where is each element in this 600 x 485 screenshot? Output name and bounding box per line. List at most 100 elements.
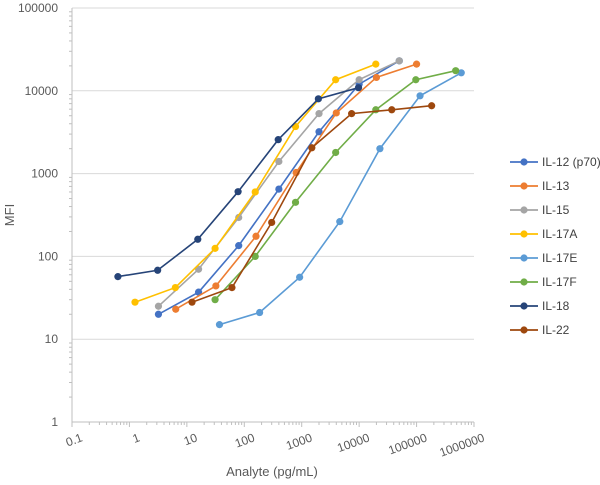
- x-tick-label: 1: [131, 430, 142, 446]
- series-line: [175, 63, 417, 310]
- data-point: [416, 92, 424, 100]
- x-tick-label: 100: [233, 430, 257, 450]
- data-point: [315, 110, 323, 118]
- legend-label: IL-22: [542, 323, 570, 337]
- data-point: [154, 266, 162, 274]
- y-tick-label: 100: [38, 249, 58, 263]
- data-point: [372, 60, 380, 68]
- data-point: [372, 73, 381, 82]
- legend-item: IL-17A: [510, 227, 577, 241]
- data-point: [355, 76, 363, 84]
- data-point: [332, 76, 340, 84]
- data-point: [275, 185, 283, 193]
- data-point: [428, 102, 436, 110]
- data-point: [275, 157, 283, 166]
- data-point: [228, 283, 236, 292]
- data-point: [251, 188, 259, 196]
- series-il-17f: [211, 67, 460, 304]
- data-point: [336, 218, 344, 226]
- series-line: [219, 72, 462, 326]
- data-point: [194, 288, 203, 296]
- legend-item: IL-12 (p70): [510, 155, 600, 169]
- x-tick-label: 1000: [284, 430, 314, 452]
- legend-swatch-marker: [520, 302, 528, 310]
- legend-swatch-marker: [520, 326, 528, 334]
- data-point: [154, 302, 163, 310]
- y-tick-label: 10000: [25, 84, 59, 98]
- data-point: [154, 310, 163, 318]
- legend-item: IL-18: [510, 299, 570, 313]
- data-point: [268, 218, 276, 227]
- series-il-13: [172, 60, 421, 313]
- legend-label: IL-18: [542, 299, 570, 313]
- legend-item: IL-17E: [510, 251, 577, 265]
- data-point: [314, 95, 322, 103]
- data-point: [315, 128, 323, 136]
- data-point: [171, 283, 179, 292]
- series-il-12-p70-: [154, 57, 403, 318]
- legend-item: IL-15: [510, 203, 570, 217]
- data-point: [388, 106, 396, 114]
- legend-swatch-marker: [520, 158, 528, 166]
- series-il-22: [188, 102, 436, 306]
- x-axis-title: Analyte (pg/mL): [226, 464, 318, 479]
- x-tick-label: 1000000: [438, 430, 487, 459]
- data-point: [412, 60, 421, 68]
- data-point: [211, 244, 219, 252]
- legend-item: IL-22: [510, 323, 570, 337]
- data-point: [348, 110, 356, 118]
- series-il-17a: [131, 60, 380, 306]
- data-point: [188, 298, 196, 306]
- gridlines: [72, 7, 474, 340]
- data-point: [332, 109, 340, 117]
- x-tick-label: 10: [182, 430, 200, 448]
- x-tick-label: 0.1: [64, 430, 85, 449]
- legend-swatch-marker: [520, 182, 528, 190]
- legend-label: IL-15: [542, 203, 570, 217]
- data-point: [332, 148, 340, 157]
- legend-label: IL-17F: [542, 275, 577, 289]
- series-line: [214, 69, 456, 301]
- data-point: [354, 84, 363, 92]
- data-point: [308, 144, 316, 152]
- data-point: [296, 273, 304, 281]
- legend-label: IL-17A: [542, 227, 577, 241]
- y-tick-label: 1: [51, 415, 58, 429]
- data-point: [215, 321, 224, 329]
- data-point: [234, 188, 242, 196]
- data-point: [172, 305, 180, 313]
- y-tick-label: 10: [45, 332, 59, 346]
- legend-swatch-marker: [520, 254, 528, 262]
- y-axis-title: MFI: [2, 204, 17, 226]
- series-layer: [114, 57, 465, 329]
- data-point: [252, 232, 260, 240]
- legend-label: IL-17E: [542, 251, 577, 265]
- data-point: [291, 198, 300, 206]
- data-point: [452, 67, 460, 75]
- legend-item: IL-17F: [510, 275, 577, 289]
- legend-swatch-marker: [520, 206, 528, 214]
- data-point: [376, 145, 384, 153]
- data-point: [251, 252, 259, 260]
- legend: IL-12 (p70) IL-13 IL-15 IL-17A IL-17E IL-17F I…: [510, 155, 600, 337]
- data-point: [131, 298, 139, 306]
- legend-item: IL-13: [510, 179, 570, 193]
- data-point: [211, 296, 219, 304]
- data-point: [194, 235, 202, 243]
- data-point: [412, 76, 420, 84]
- data-point: [395, 57, 403, 65]
- x-tick-label: 10000: [335, 430, 371, 455]
- legend-label: IL-12 (p70): [542, 155, 600, 169]
- axes: 1 10 100 1000 10000 100000 0.1 1 10 100 1000 10000 1…: [18, 1, 487, 460]
- data-point: [212, 282, 220, 290]
- legend-swatch-marker: [520, 278, 528, 286]
- y-tick-label: 1000: [31, 167, 58, 181]
- data-point: [114, 273, 122, 281]
- series-il-17e: [215, 69, 465, 329]
- legend-swatch-marker: [520, 230, 528, 238]
- data-point: [457, 69, 465, 77]
- x-tick-label: 100000: [386, 430, 429, 457]
- data-point: [235, 213, 243, 222]
- series-il-18: [114, 84, 363, 281]
